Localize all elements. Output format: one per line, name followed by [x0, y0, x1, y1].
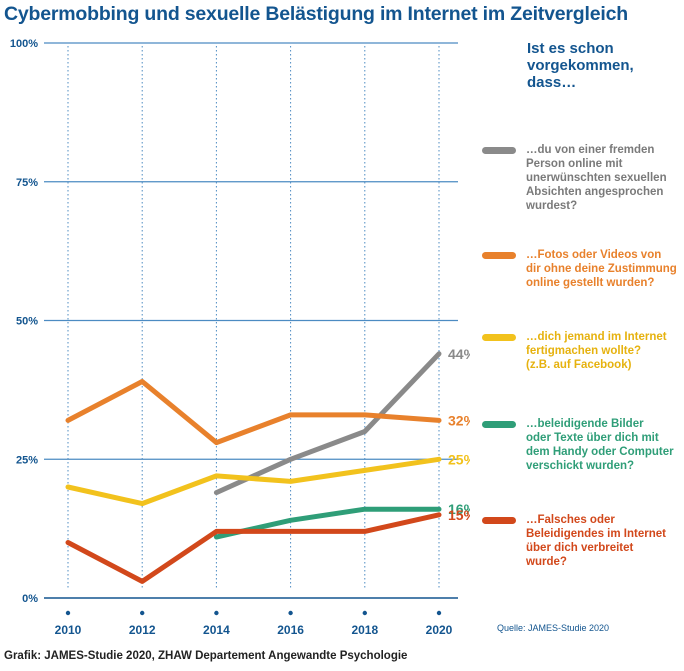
chart-title: Cybermobbing und sexuelle Belästigung im…	[4, 3, 628, 25]
source-note: Quelle: JAMES-Studie 2020	[497, 623, 610, 633]
y-tick-label: 100%	[10, 38, 38, 50]
legend-swatch-green	[482, 421, 516, 428]
series-line-red	[65, 512, 442, 584]
line-chart: 0% 25% 50% 75% 100% 2010 2012 2014 2016 2018 2020 4…	[10, 38, 470, 637]
y-tick-label: 0%	[22, 593, 38, 605]
y-tick-label: 75%	[16, 177, 38, 189]
y-tick-label: 25%	[16, 454, 38, 466]
legend-question: Ist es schon vorgekommen, dass…	[527, 40, 634, 91]
legend-swatch-orange	[482, 252, 516, 259]
y-tick-label: 50%	[16, 316, 38, 328]
end-label-green: 16%	[448, 501, 470, 517]
x-tick-dot	[362, 610, 367, 616]
x-tick-dot	[288, 610, 293, 616]
end-label-gray: 44%	[448, 346, 470, 362]
series-line-yellow	[65, 456, 442, 507]
x-tick-label: 2018	[351, 623, 378, 637]
legend-swatch-yellow	[482, 334, 516, 341]
legend-label-green: …beleidigende Bilder oder Texte über dic…	[526, 418, 674, 472]
series-line-green	[213, 506, 442, 540]
x-tick-dot	[436, 610, 442, 616]
series-line-gray	[213, 351, 442, 496]
legend-swatch-red	[482, 517, 516, 524]
footer-credit: Grafik: JAMES-Studie 2020, ZHAW Departem…	[4, 650, 408, 662]
end-label-red: 15%	[448, 507, 470, 523]
x-tick-label: 2014	[203, 623, 230, 637]
end-label-orange: 32%	[448, 412, 470, 428]
x-tick-label: 2010	[55, 623, 82, 637]
series-line-orange	[65, 379, 442, 446]
legend-swatch-gray	[482, 147, 516, 154]
legend-label-orange: …Fotos oder Videos von dir ohne deine Zu…	[526, 249, 677, 289]
end-label-yellow: 25%	[448, 451, 470, 467]
legend-label-red: …Falsches oder Beleidigendes im Internet…	[526, 514, 666, 568]
x-tick-label: 2012	[129, 623, 156, 637]
x-tick-dot	[214, 610, 219, 616]
x-tick-dot	[140, 610, 145, 616]
x-tick-label: 2020	[426, 623, 453, 637]
legend-label-gray: …du von einer fremden Person online mit …	[526, 144, 667, 212]
legend-label-yellow: …dich jemand im Internet fertigmachen wo…	[526, 331, 667, 371]
x-tick-label: 2016	[277, 623, 304, 637]
x-tick-dot	[65, 610, 71, 616]
